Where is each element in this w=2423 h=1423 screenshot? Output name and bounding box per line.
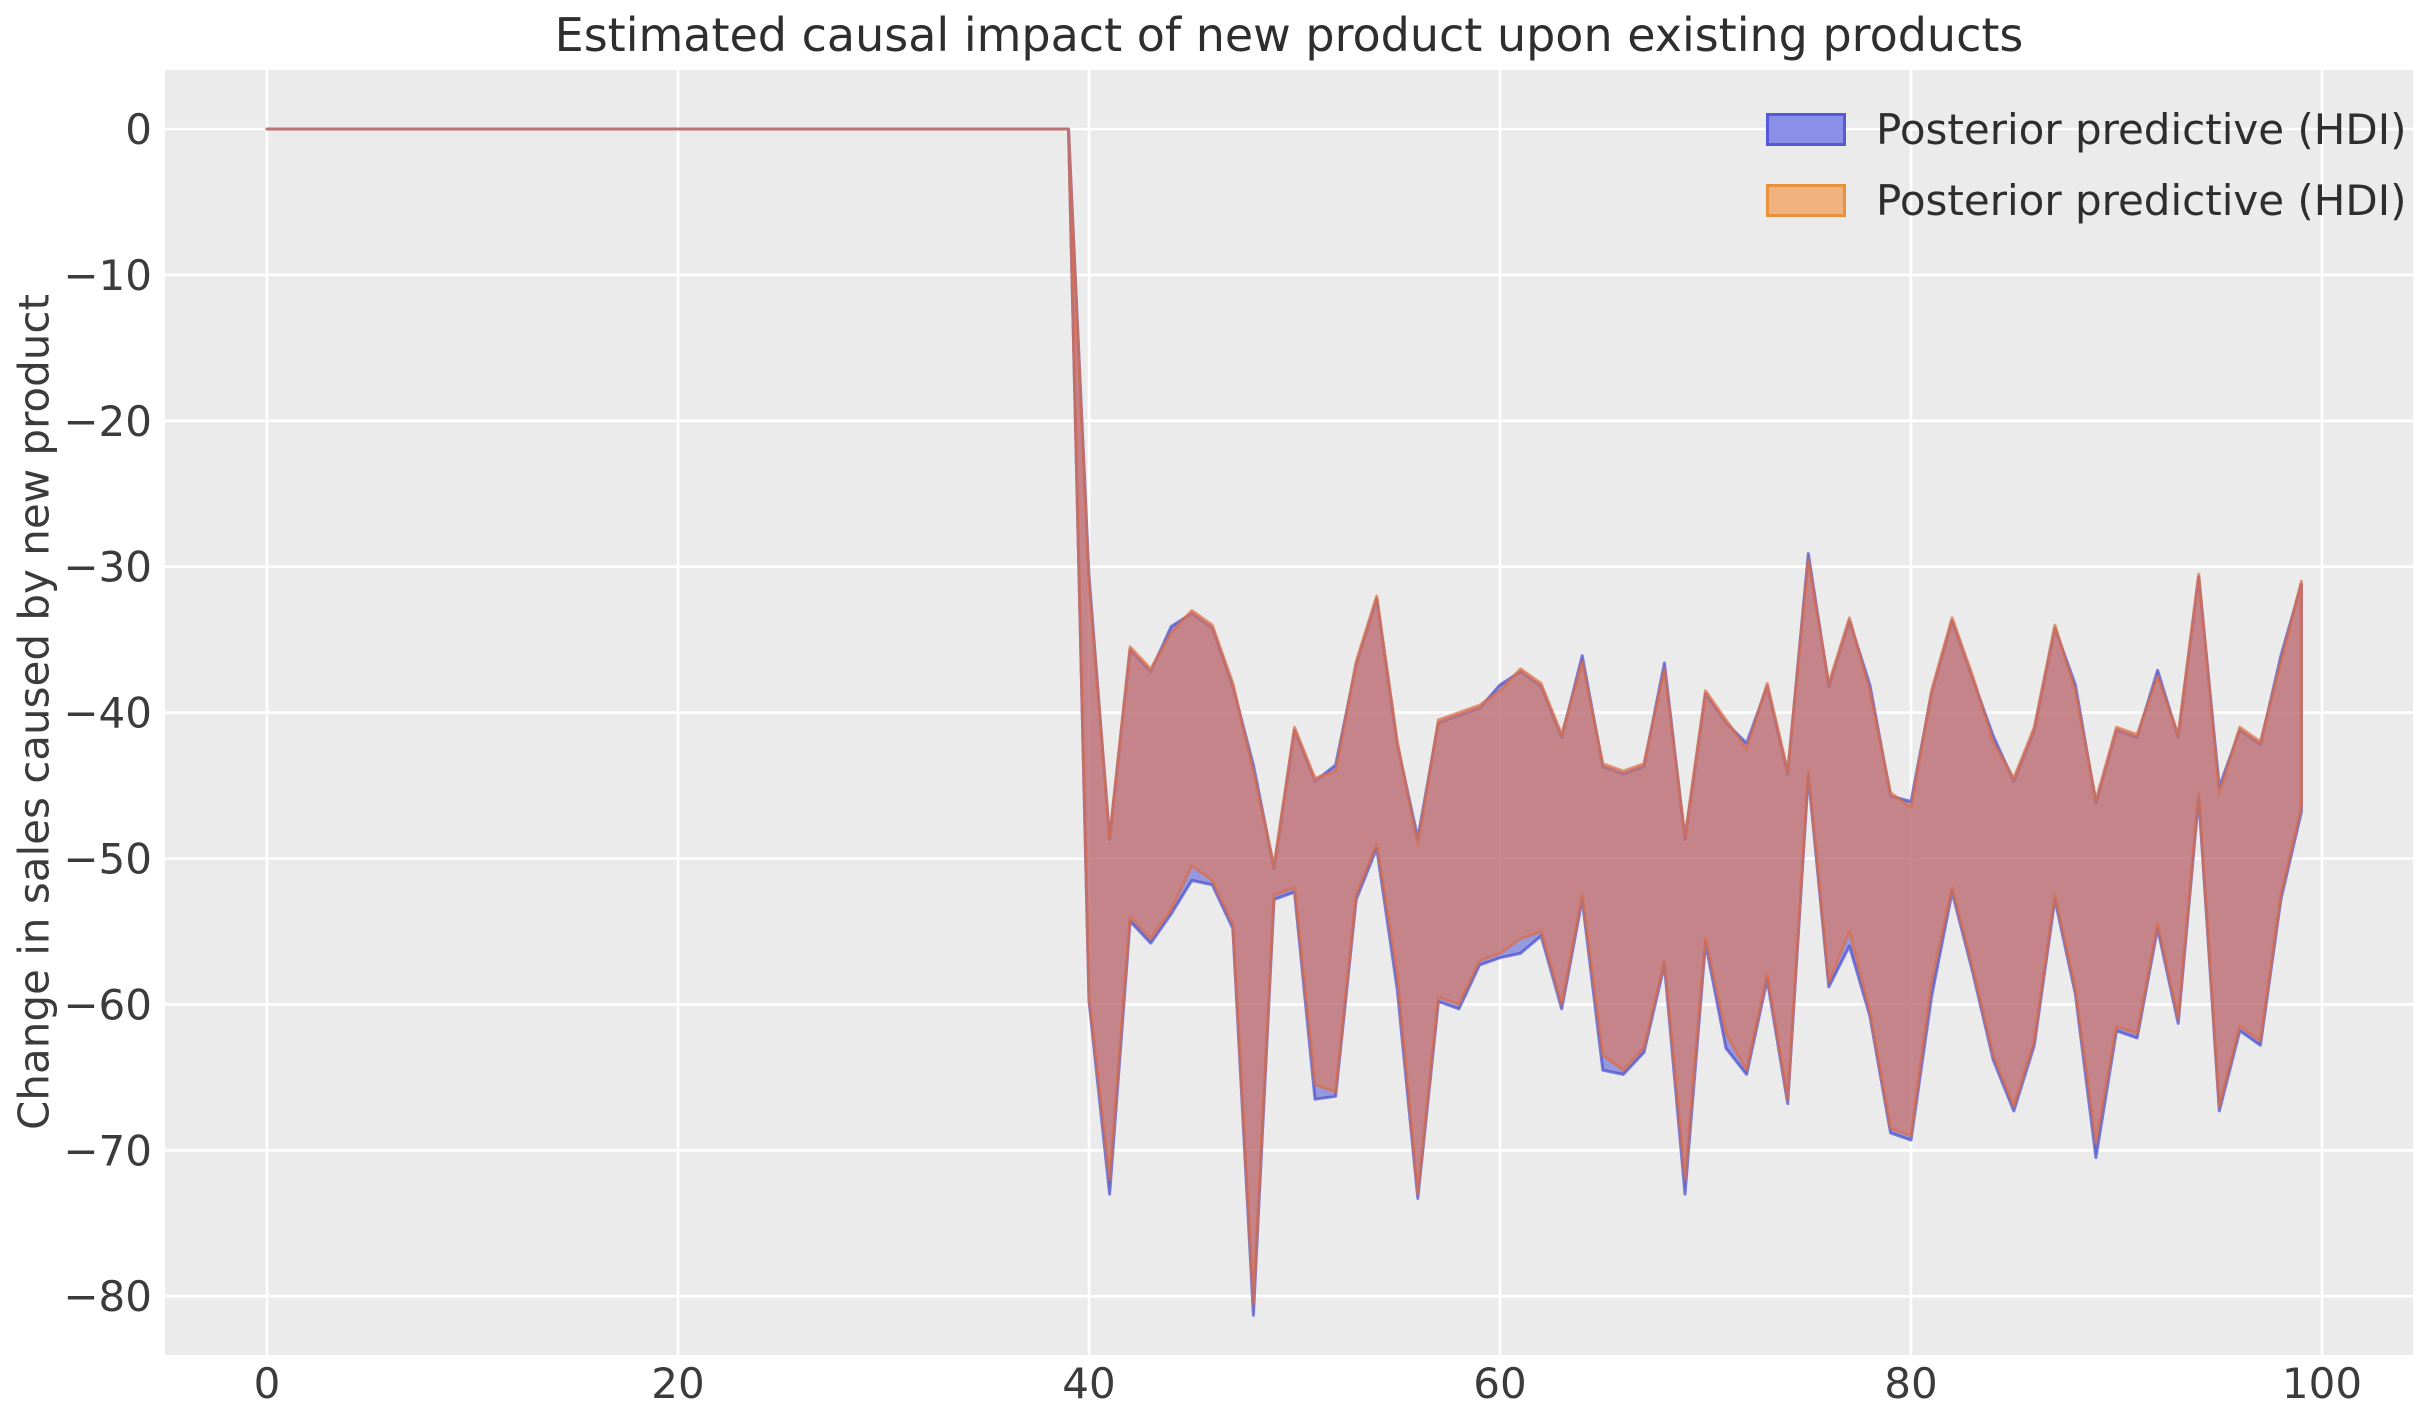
chart-title: Estimated causal impact of new product u…	[554, 8, 2024, 62]
legend-swatch-orange	[1766, 183, 1846, 217]
y-tick-label: −20	[63, 397, 152, 446]
y-tick-label: −50	[63, 835, 152, 884]
y-tick-label: 0	[125, 105, 152, 154]
y-tick-label: −10	[63, 251, 152, 300]
x-tick-label: 40	[1062, 1359, 1115, 1408]
orange-band-hdi	[265, 127, 2303, 1305]
legend-label: Posterior predictive (HDI)	[1876, 175, 2407, 225]
legend-entry-posterior-predictive-blue: Posterior predictive (HDI)	[1766, 100, 2407, 158]
y-tick-label: −70	[63, 1126, 152, 1175]
y-tick-label: −40	[63, 689, 152, 738]
y-axis-label: Change in sales caused by new product	[9, 294, 59, 1130]
y-tick-label: −30	[63, 543, 152, 592]
x-tick-label: 60	[1473, 1359, 1526, 1408]
x-tick-label: 100	[2282, 1359, 2362, 1408]
legend-entry-posterior-predictive-orange: Posterior predictive (HDI)	[1766, 171, 2407, 229]
legend-swatch-blue	[1766, 112, 1846, 146]
y-tick-label: −60	[63, 980, 152, 1029]
legend-label: Posterior predictive (HDI)	[1876, 104, 2407, 154]
legend: Posterior predictive (HDI) Posterior pre…	[1766, 100, 2407, 242]
x-tick-label: 80	[1884, 1359, 1937, 1408]
y-tick-label: −80	[63, 1272, 152, 1321]
x-tick-label: 20	[651, 1359, 704, 1408]
x-tick-label: 0	[254, 1359, 281, 1408]
